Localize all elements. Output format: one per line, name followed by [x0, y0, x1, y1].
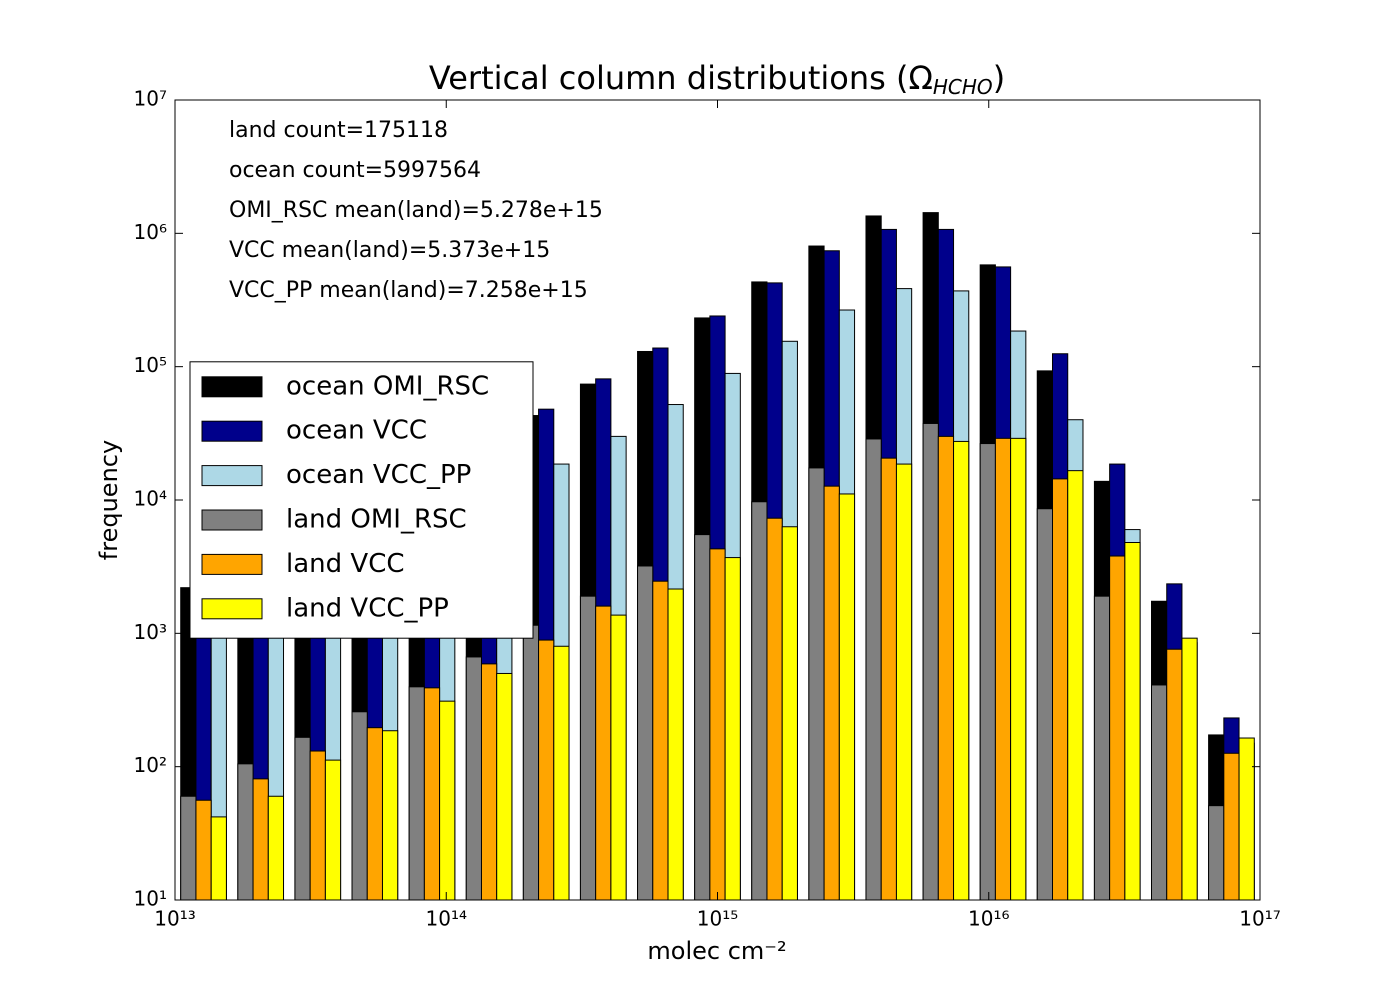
legend-swatch — [201, 420, 263, 442]
bar — [808, 467, 825, 901]
bar — [579, 595, 597, 901]
bar — [439, 700, 456, 901]
legend-label: land OMI_RSC — [286, 505, 467, 535]
chart-title: Vertical column distributions (ΩHCHO) — [429, 59, 1005, 99]
bar — [237, 763, 254, 901]
bar — [694, 534, 711, 901]
bar — [724, 557, 741, 901]
legend-label: ocean VCC_PP — [286, 460, 471, 490]
y-tick-label: 10⁶ — [134, 220, 167, 244]
bar — [1109, 555, 1126, 901]
bar — [1151, 684, 1168, 901]
bar — [637, 565, 654, 901]
annotation: VCC_PP mean(land)=7.258e+15 — [229, 278, 588, 303]
y-tick-label: 10³ — [134, 620, 167, 644]
bar — [252, 778, 269, 901]
bar — [709, 548, 726, 901]
bar — [937, 435, 955, 901]
x-tick-label: 10¹⁴ — [426, 907, 467, 931]
annotation: VCC mean(land)=5.373e+15 — [229, 238, 550, 263]
bar — [351, 711, 368, 901]
bar — [294, 736, 311, 901]
legend-label: ocean OMI_RSC — [286, 371, 489, 401]
bar — [953, 440, 970, 901]
y-tick-label: 10⁷ — [134, 87, 167, 111]
annotation: land count=175118 — [229, 118, 448, 143]
bar — [979, 443, 996, 901]
annotation: OMI_RSC mean(land)=5.278e+15 — [229, 198, 603, 223]
bar — [1208, 805, 1225, 901]
bar — [880, 457, 897, 901]
x-tick-label: 10¹⁷ — [1239, 907, 1280, 931]
y-tick-label: 10⁵ — [134, 353, 167, 377]
bar — [195, 799, 212, 901]
bar — [522, 624, 540, 901]
bar — [781, 526, 798, 901]
bar — [480, 663, 498, 901]
bar — [1223, 752, 1240, 901]
bar — [309, 750, 326, 901]
bar — [496, 672, 513, 901]
legend-swatch — [201, 598, 263, 620]
legend-swatch — [201, 553, 263, 575]
bar — [994, 437, 1012, 901]
bar — [538, 639, 555, 901]
bar — [823, 485, 840, 901]
legend-label: land VCC_PP — [286, 593, 449, 623]
y-tick-label: 10¹ — [134, 887, 167, 911]
bar — [1036, 508, 1053, 901]
bar — [366, 727, 383, 901]
bar — [865, 438, 882, 901]
bar — [1166, 648, 1183, 901]
legend-swatch — [201, 465, 263, 487]
legend-label: ocean VCC — [286, 416, 427, 446]
bar — [210, 816, 227, 901]
bar — [595, 605, 612, 901]
bar — [1067, 470, 1084, 901]
legend-swatch — [201, 376, 263, 398]
bar — [180, 795, 197, 901]
bar — [1093, 595, 1111, 901]
x-tick-label: 10¹⁵ — [697, 907, 738, 931]
bar — [1238, 737, 1255, 901]
bar — [895, 463, 913, 901]
bar — [1051, 478, 1069, 901]
bar — [922, 422, 939, 901]
bar — [423, 687, 441, 901]
bar — [667, 588, 684, 901]
legend-box — [189, 361, 534, 639]
x-tick-label: 10¹⁶ — [968, 907, 1009, 931]
bar — [1010, 437, 1027, 901]
y-axis-label: frequency — [95, 440, 123, 560]
bar — [1181, 637, 1198, 901]
x-tick-label: 10¹³ — [154, 907, 195, 931]
bar — [610, 614, 627, 901]
annotation: ocean count=5997564 — [229, 158, 481, 183]
y-tick-label: 10⁴ — [134, 487, 167, 511]
bar — [1124, 542, 1141, 901]
bar — [751, 501, 768, 901]
y-tick-label: 10² — [134, 753, 167, 777]
bar — [838, 493, 856, 901]
bar — [652, 580, 669, 901]
bar — [766, 517, 783, 901]
x-axis-label: molec cm⁻² — [647, 937, 786, 965]
bar — [267, 795, 285, 901]
bar — [324, 759, 342, 901]
bar — [465, 656, 482, 901]
legend-swatch — [201, 509, 263, 531]
bar — [553, 645, 570, 901]
bar — [381, 730, 399, 901]
bar — [408, 686, 425, 901]
legend-label: land VCC — [286, 549, 405, 579]
